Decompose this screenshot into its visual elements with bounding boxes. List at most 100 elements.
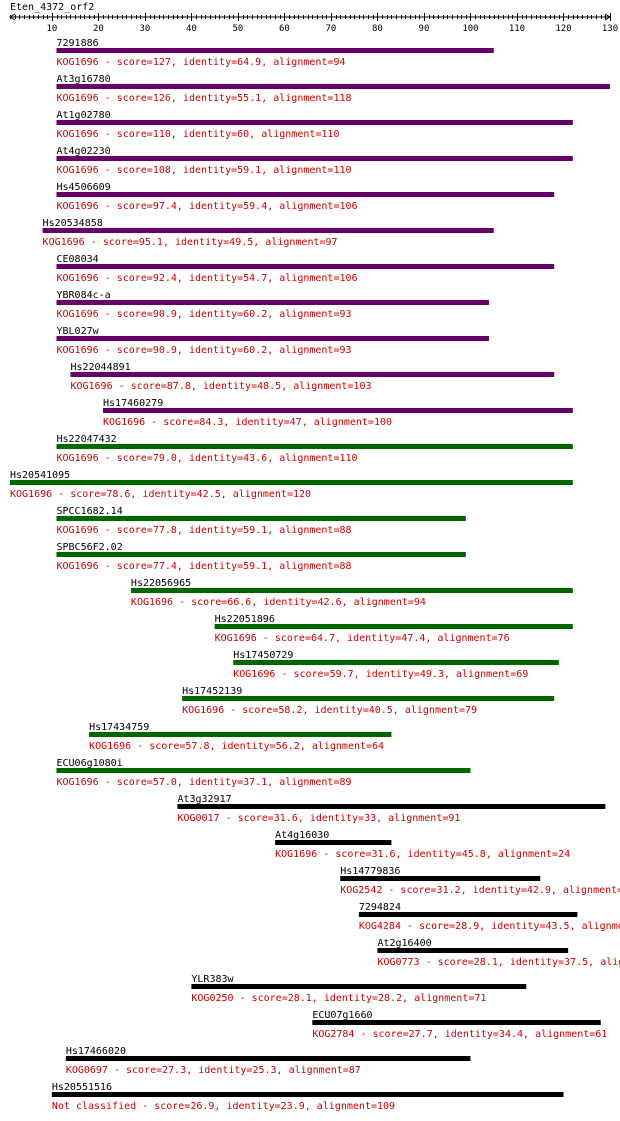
hit-row: Hs22047432 KOG1696 - score=79.0, identity… <box>56 434 573 464</box>
hit-row: YBR084c-a KOG1696 - score=90.9, identity=… <box>56 290 490 320</box>
hit-row: Hs17450729 KOG1696 - score=59.7, identity… <box>233 650 559 680</box>
hit-description: KOG1696 - score=92.4, identity=54.7, ali… <box>57 273 358 284</box>
hit-name: Hs4506609 <box>57 182 111 193</box>
hit-name: At3g16780 <box>57 74 111 85</box>
axis-tick-label: 40 <box>186 24 197 34</box>
hit-bar <box>70 372 555 377</box>
hit-bar <box>42 228 494 233</box>
hit-name: YBR084c-a <box>57 290 111 301</box>
hit-name: 7291886 <box>57 38 99 49</box>
axis-tick-label: 60 <box>279 24 290 34</box>
hit-description: KOG1696 - score=66.6, identity=42.6, ali… <box>131 597 426 608</box>
position-axis: 10 20 30 40 50 60 70 80 90 100 110 120 130 <box>9 13 618 34</box>
hit-description: KOG1696 - score=108, identity=59.1, alig… <box>57 165 352 176</box>
hit-description: KOG2542 - score=31.2, identity=42.9, ali… <box>340 885 620 896</box>
axis-tick-label: 10 <box>46 24 57 34</box>
hit-row: Hs17434759 KOG1696 - score=57.8, identity… <box>89 722 392 752</box>
hit-bar <box>56 156 573 161</box>
hit-bar <box>56 444 573 449</box>
hit-row: Hs17452139 KOG1696 - score=58.2, identity… <box>182 686 555 716</box>
hit-row: Hs17466020 KOG0697 - score=27.3, identity… <box>65 1046 471 1076</box>
hit-row: At4g02230 KOG1696 - score=108, identity=5… <box>56 146 573 176</box>
hit-bar <box>130 588 573 593</box>
hit-description: KOG1696 - score=84.3, identity=47, align… <box>103 417 392 428</box>
hit-row: 7294824 KOG4284 - score=28.9, identity=43… <box>358 902 620 932</box>
hit-bar <box>56 48 494 53</box>
hit-name: At4g02230 <box>57 146 111 157</box>
hit-row: At1g02780 KOG1696 - score=110, identity=6… <box>56 110 573 140</box>
hit-bar <box>56 336 490 341</box>
hit-description: KOG1696 - score=97.4, identity=59.4, ali… <box>57 201 358 212</box>
hit-description: KOG1696 - score=77.4, identity=59.1, ali… <box>57 561 352 572</box>
hit-row: Hs4506609 KOG1696 - score=97.4, identity=… <box>56 182 555 212</box>
hit-description: KOG1696 - score=58.2, identity=40.5, ali… <box>182 705 477 716</box>
hit-name: Hs14779836 <box>340 866 400 877</box>
hit-name: 7294824 <box>359 902 401 913</box>
axis-tick-label: 130 <box>602 24 618 34</box>
hit-row: Hs20551516 Not classified - score=26.9, i… <box>51 1082 564 1112</box>
axis-tick-label: 100 <box>462 24 478 34</box>
axis-tick-label: 120 <box>555 24 571 34</box>
hit-bar <box>56 768 471 773</box>
hit-name: Hs20541095 <box>10 470 70 481</box>
hit-bar <box>56 300 490 305</box>
axis-tick-label: 80 <box>372 24 383 34</box>
axis-tick-label: 70 <box>326 24 337 34</box>
hit-bar <box>56 552 466 557</box>
hit-bar <box>10 480 573 485</box>
query-title: Eten_4372_orf2 <box>10 2 94 13</box>
hit-bar <box>312 1020 601 1025</box>
hit-bar <box>358 912 578 917</box>
hit-description: KOG1696 - score=77.8, identity=59.1, ali… <box>57 525 352 536</box>
hit-name: At4g16030 <box>275 830 329 841</box>
hit-row: Hs20541095 KOG1696 - score=78.6, identity… <box>10 470 573 500</box>
hit-row: Hs17460279 KOG1696 - score=84.3, identity… <box>103 398 573 428</box>
hit-bar <box>56 516 466 521</box>
hit-row: Hs20534858 KOG1696 - score=95.1, identity… <box>42 218 494 248</box>
axis-tick-label: 110 <box>509 24 525 34</box>
hit-bar <box>214 624 573 629</box>
hit-name: Hs22047432 <box>57 434 117 445</box>
hit-row: 7291886 KOG1696 - score=127, identity=64.… <box>56 38 494 68</box>
hit-description: KOG1696 - score=59.7, identity=49.3, ali… <box>233 669 528 680</box>
hit-row: SPCC1682.14 KOG1696 - score=77.8, identit… <box>56 506 466 536</box>
hit-bar <box>233 660 559 665</box>
hit-row: YLR383w KOG0250 - score=28.1, identity=28… <box>191 974 527 1004</box>
hit-name: Hs17450729 <box>233 650 293 661</box>
hit-bar <box>182 696 555 701</box>
hit-description: KOG1696 - score=78.6, identity=42.5, ali… <box>10 489 311 500</box>
hit-bar <box>56 192 555 197</box>
hit-description: KOG0017 - score=31.6, identity=33, align… <box>177 813 460 824</box>
hit-description: KOG1696 - score=87.8, identity=48.5, ali… <box>70 381 371 392</box>
hit-list: 7291886 KOG1696 - score=127, identity=64.… <box>10 38 620 1112</box>
hit-bar <box>56 264 555 269</box>
hit-row: Hs22056965 KOG1696 - score=66.6, identity… <box>130 578 573 608</box>
hit-name: At3g32917 <box>177 794 231 805</box>
hit-description: KOG1696 - score=95.1, identity=49.5, ali… <box>43 237 338 248</box>
hit-name: Hs17434759 <box>89 722 149 733</box>
hit-name: CE08034 <box>57 254 99 265</box>
hit-description: KOG1696 - score=90.9, identity=60.2, ali… <box>57 345 352 356</box>
hit-name: ECU07g1660 <box>312 1010 372 1021</box>
hit-name: At1g02780 <box>57 110 111 121</box>
hit-name: Hs17460279 <box>103 398 163 409</box>
hit-bar <box>65 1056 471 1061</box>
hit-row: At4g16030 KOG1696 - score=31.6, identity=… <box>275 830 570 860</box>
hit-bar <box>340 876 541 881</box>
hit-description: KOG1696 - score=31.6, identity=45.8, ali… <box>275 849 570 860</box>
hit-bar <box>56 84 611 89</box>
hit-name: Hs20534858 <box>43 218 103 229</box>
hit-name: Hs17452139 <box>182 686 242 697</box>
hit-description: KOG2784 - score=27.7, identity=34.4, ali… <box>312 1029 607 1040</box>
hit-name: Hs22051896 <box>215 614 275 625</box>
hit-bar <box>377 948 569 953</box>
hit-bar <box>89 732 392 737</box>
hit-description: KOG4284 - score=28.9, identity=43.5, ali… <box>359 921 620 932</box>
hit-name: Hs20551516 <box>52 1082 112 1093</box>
axis-tick-label: 90 <box>419 24 430 34</box>
axis-tick-label: 30 <box>139 24 150 34</box>
hit-description: KOG1696 - score=57.0, identity=37.1, ali… <box>57 777 352 788</box>
hit-row: Hs22051896 KOG1696 - score=64.7, identity… <box>214 614 573 644</box>
hit-name: YBL027w <box>57 326 100 337</box>
